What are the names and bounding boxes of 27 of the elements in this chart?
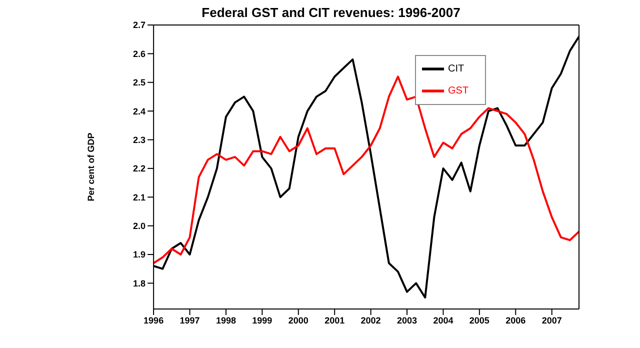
y-tick-label: 2.6 (133, 48, 146, 59)
x-tick-label: 2006 (506, 315, 526, 326)
x-tick-label: 2003 (397, 315, 418, 326)
x-tick-label: 1997 (180, 315, 200, 326)
y-axis-title: Per cent of GDP (86, 132, 96, 202)
x-tick-label: 2001 (324, 315, 345, 326)
y-tick-label: 2.5 (133, 78, 146, 88)
x-tick-label: 2000 (288, 315, 308, 326)
y-tick-label: 2.1 (133, 192, 146, 202)
x-tick-label: 2002 (360, 315, 381, 326)
x-tick-label: 2005 (469, 315, 490, 326)
x-tick-label: 1998 (216, 315, 236, 326)
x-tick-label: 1999 (252, 315, 272, 326)
y-tick-label: 2.4 (133, 106, 146, 116)
y-tick-label: 1.8 (133, 278, 146, 288)
legend-label: CIT (448, 64, 464, 75)
x-tick-label: 1996 (144, 315, 164, 326)
y-tick-label: 2.3 (133, 134, 146, 145)
chart-title: Federal GST and CIT revenues: 1996-2007 (200, 5, 462, 20)
x-tick-label: 2004 (433, 315, 454, 326)
legend-label: GST (448, 86, 469, 97)
y-tick-label: 2.2 (133, 164, 146, 174)
y-tick-label: 2.7 (133, 20, 146, 30)
y-tick-label: 2.0 (133, 221, 146, 232)
x-tick-label: 2007 (542, 315, 562, 326)
line-series (154, 76, 579, 264)
y-tick-label: 1.9 (133, 250, 146, 260)
